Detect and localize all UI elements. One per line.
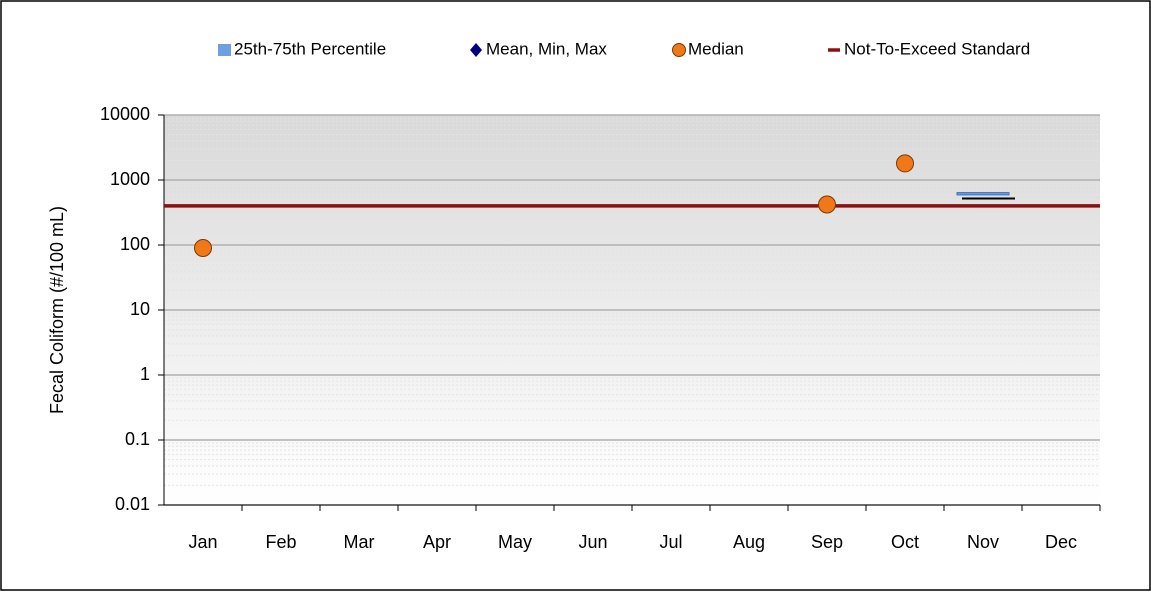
legend-label: Mean, Min, Max xyxy=(486,39,607,58)
y-tick-label: 0.01 xyxy=(115,494,150,514)
legend-swatch xyxy=(672,43,686,57)
legend-label: 25th-75th Percentile xyxy=(234,39,386,58)
median-point xyxy=(896,154,914,173)
percentile-box xyxy=(956,192,1010,196)
legend-label: Median xyxy=(688,39,744,58)
x-tick-label: May xyxy=(498,532,532,552)
y-tick-label: 10 xyxy=(130,299,150,319)
x-tick-label: Feb xyxy=(265,532,296,552)
x-tick-label: Jan xyxy=(188,532,217,552)
x-tick-label: Jul xyxy=(659,532,682,552)
x-tick-label: Oct xyxy=(891,532,919,552)
y-tick-label: 100 xyxy=(120,234,150,254)
x-tick-label: Apr xyxy=(423,532,451,552)
y-axis-label: Fecal Coliform (#/100 mL) xyxy=(47,206,67,414)
y-tick-label: 0.1 xyxy=(125,429,150,449)
legend-swatch xyxy=(470,43,482,57)
x-tick-label: Nov xyxy=(967,532,999,552)
x-tick-label: Sep xyxy=(811,532,843,552)
legend-swatch xyxy=(218,44,231,56)
y-tick-label: 1000 xyxy=(110,169,150,189)
x-tick-label: Aug xyxy=(733,532,765,552)
x-tick-label: Mar xyxy=(344,532,375,552)
median-point xyxy=(194,238,212,257)
x-tick-label: Dec xyxy=(1045,532,1077,552)
x-tick-label: Jun xyxy=(578,532,607,552)
median-point xyxy=(818,195,836,214)
y-tick-label: 1 xyxy=(140,364,150,384)
y-tick-label: 10000 xyxy=(100,104,150,124)
legend-label: Not-To-Exceed Standard xyxy=(844,39,1030,58)
